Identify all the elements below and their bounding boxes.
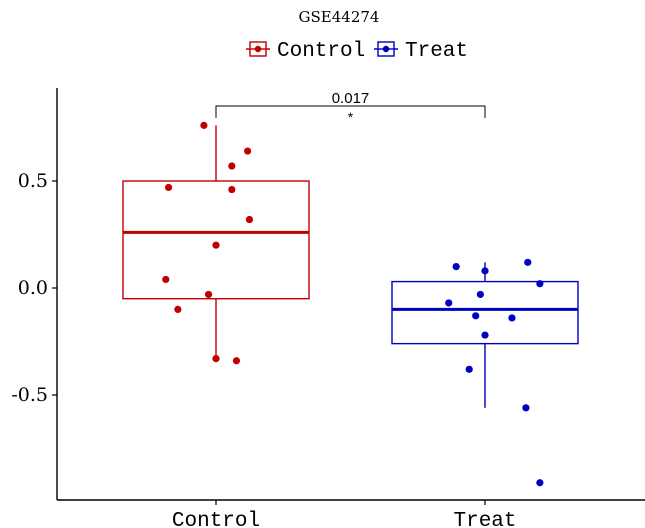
legend-item-treat: Treat <box>374 40 468 63</box>
y-tick-label: -0.5 <box>11 384 48 406</box>
p-value-label: 0.017 <box>332 90 370 107</box>
legend: Control Treat <box>246 40 468 63</box>
data-point <box>164 183 173 192</box>
legend-key-icon <box>246 41 270 57</box>
data-point <box>452 263 460 271</box>
data-point <box>536 479 544 487</box>
boxes <box>122 125 579 408</box>
data-point <box>536 280 544 288</box>
legend-label: Treat <box>405 40 468 63</box>
data-point <box>522 404 530 412</box>
x-tick-label: Treat <box>453 510 516 528</box>
box-treat <box>391 262 579 408</box>
data-point <box>232 357 241 365</box>
data-point <box>162 275 170 284</box>
box-iqr <box>122 180 310 300</box>
axes: -0.5 0.0 0.5 Control Treat <box>11 88 645 528</box>
y-tick-label: 0.5 <box>18 170 48 192</box>
x-tick-label: Control <box>172 510 260 528</box>
chart-title: GSE44274 <box>299 8 380 26</box>
legend-key-icon <box>374 41 398 57</box>
legend-label: Control <box>277 40 365 63</box>
data-point <box>481 331 489 339</box>
data-point <box>524 258 532 266</box>
data-point <box>476 290 484 299</box>
data-point <box>212 355 220 363</box>
data-points <box>162 121 544 487</box>
significance-bracket <box>215 105 486 118</box>
data-point <box>508 314 516 322</box>
box-iqr <box>391 280 579 345</box>
data-point <box>244 147 252 155</box>
data-point <box>200 121 208 129</box>
data-point <box>204 290 213 299</box>
data-point <box>481 267 489 275</box>
box-control <box>122 125 310 359</box>
significance-star: * <box>348 109 354 125</box>
data-point <box>228 185 236 194</box>
legend-item-control: Control <box>246 40 365 63</box>
data-point <box>472 312 480 320</box>
data-point <box>465 365 473 373</box>
data-point <box>445 299 453 307</box>
legend-key-point <box>382 45 390 53</box>
y-tick-label: 0.0 <box>18 277 48 299</box>
significance-annotation: 0.017 * <box>215 90 486 125</box>
data-point <box>228 162 236 170</box>
data-point <box>212 241 220 249</box>
data-point <box>174 305 182 313</box>
data-point <box>245 215 254 224</box>
legend-key-point <box>254 45 262 53</box>
